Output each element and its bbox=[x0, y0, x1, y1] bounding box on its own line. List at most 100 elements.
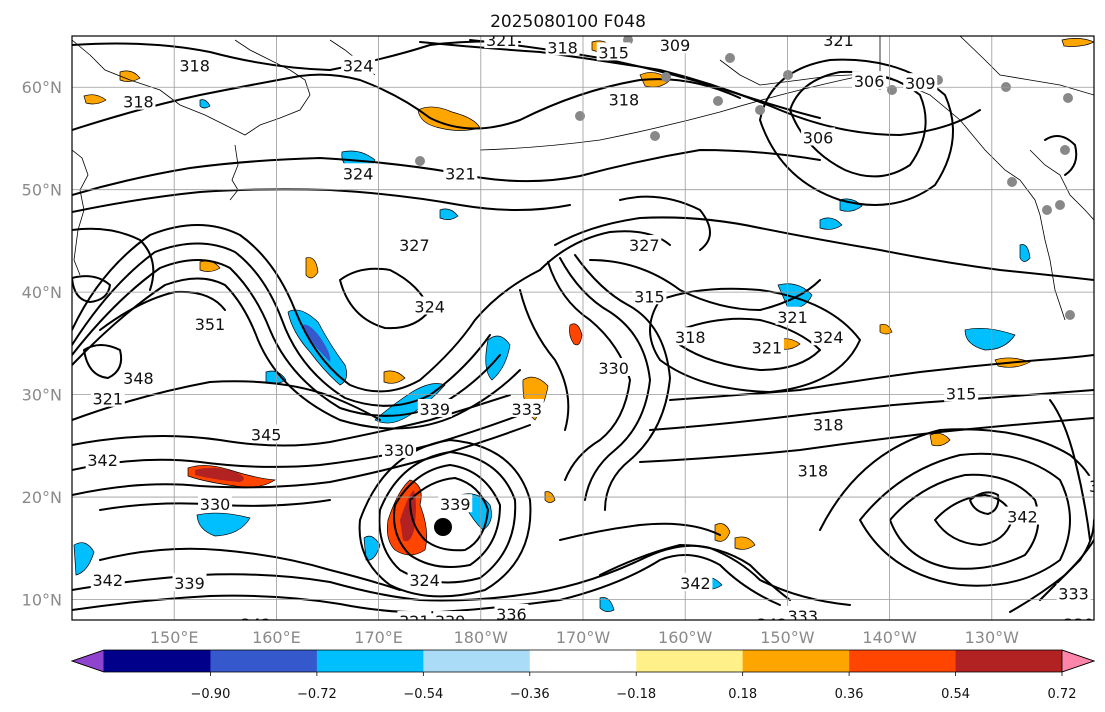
isentropic-contours bbox=[72, 39, 1094, 614]
contour-label: 336 bbox=[496, 605, 527, 624]
lon-tick-label: 180°W bbox=[454, 628, 509, 647]
lon-tick-label: 150°W bbox=[760, 628, 815, 647]
contour-label: 339 bbox=[440, 495, 471, 514]
contour-label: 324 bbox=[813, 328, 844, 347]
colorbar-segment bbox=[210, 650, 318, 672]
lat-tick-label: 60°N bbox=[22, 78, 62, 97]
contour-label: 318 bbox=[798, 461, 829, 480]
graticule bbox=[72, 36, 1094, 620]
contour-label: 345 bbox=[251, 426, 282, 445]
contour-label-bg bbox=[198, 494, 233, 513]
contour-label-bg bbox=[412, 296, 447, 315]
contour-label: 324 bbox=[343, 164, 374, 183]
contour-label-bg bbox=[749, 337, 784, 356]
contour-label: 351 bbox=[195, 315, 226, 334]
contour-label-bg bbox=[341, 55, 376, 74]
contour-label-bg bbox=[1061, 614, 1094, 620]
contour-label-bg bbox=[944, 383, 979, 402]
colorbar-tick-label: −0.90 bbox=[191, 687, 231, 702]
contour-label: 330 bbox=[598, 359, 629, 378]
contour-label: 342 bbox=[1007, 508, 1038, 527]
contour-label-bg bbox=[775, 306, 810, 325]
colorbar-tick-label: 0.72 bbox=[1048, 687, 1077, 702]
contour-label: 342 bbox=[925, 625, 956, 644]
contour-label-bg bbox=[755, 614, 790, 620]
contour-label-bg bbox=[90, 570, 125, 589]
contour-label: 333 bbox=[787, 607, 818, 626]
lon-tick-label: 130°W bbox=[965, 628, 1020, 647]
colorbar: −0.90 −0.72 −0.54 −0.36 −0.18 0.18 0.36 0.54 0.7… bbox=[70, 649, 1096, 702]
contour-label-bg bbox=[172, 573, 207, 592]
contour-label: 330 bbox=[200, 495, 231, 514]
contour-label-bg bbox=[606, 89, 641, 108]
colorbar-segment bbox=[316, 650, 424, 672]
colorbar-tick-label: 0.54 bbox=[941, 687, 970, 702]
contour-label: 339 bbox=[435, 612, 466, 631]
contour-label-bg bbox=[484, 36, 519, 49]
contour-label-bg bbox=[177, 55, 212, 74]
contour-label-bg bbox=[821, 36, 856, 49]
contour-label-bg bbox=[407, 570, 442, 589]
latitude-tick-labels: 60°N 50°N 40°N 30°N 20°N 10°N bbox=[22, 78, 62, 609]
contour-labels: 318 318 324 321 318 315 309 318 321 306 309 306 324 3… bbox=[85, 31, 1094, 644]
colorbar-max-extend bbox=[1061, 649, 1096, 673]
colorbar-segment bbox=[636, 650, 744, 672]
contour-label-bg bbox=[90, 388, 125, 407]
contour-label: 321 bbox=[777, 308, 808, 327]
colorbar-segment bbox=[423, 650, 531, 672]
colorbar-tick-label: 0.36 bbox=[835, 687, 864, 702]
lon-tick-label: 170°W bbox=[556, 628, 611, 647]
contour-label: 318 bbox=[179, 57, 210, 76]
lat-tick-label: 10°N bbox=[22, 591, 62, 610]
contour-label-bg bbox=[433, 611, 468, 620]
contour-label: 321 bbox=[399, 612, 430, 631]
contour-label-bg bbox=[1087, 475, 1094, 494]
contour-label-bg bbox=[417, 398, 452, 417]
colorbar-tick-label: −0.72 bbox=[297, 687, 337, 702]
map-panel: 318 318 324 321 318 315 309 318 321 306 309 306 324 3… bbox=[22, 31, 1095, 647]
contour-label-bg bbox=[1005, 506, 1040, 525]
contour-label-bg bbox=[811, 327, 846, 346]
contour-label: 324 bbox=[409, 571, 440, 590]
contour-label: 330 bbox=[1063, 615, 1094, 634]
colorbar-tick-label: −0.54 bbox=[403, 687, 443, 702]
contour-label: 342 bbox=[241, 615, 272, 634]
contour-label-bg bbox=[249, 424, 284, 443]
contour-label: 330 bbox=[384, 441, 415, 460]
lon-tick-label: 150°E bbox=[150, 628, 199, 647]
colorbar-segment bbox=[529, 650, 637, 672]
longitude-tick-labels: 150°E 160°E 170°E 180°W 170°W 160°W 150°W 140°W… bbox=[150, 628, 1019, 647]
contour-label-bg bbox=[397, 611, 432, 620]
cyclone-center-marker bbox=[434, 518, 452, 536]
contour-label: 321 bbox=[752, 338, 783, 357]
contour-label: 306 bbox=[803, 128, 834, 147]
contour-label: 339 bbox=[420, 400, 451, 419]
contour-label-bg bbox=[192, 313, 227, 332]
contour-label: 318 bbox=[675, 328, 706, 347]
colorbar-tick-label: −0.18 bbox=[616, 687, 656, 702]
lat-tick-label: 30°N bbox=[22, 386, 62, 405]
contour-label-bg bbox=[494, 603, 529, 620]
contour-label: 339 bbox=[174, 574, 205, 593]
contour-label-bg bbox=[903, 73, 938, 92]
contour-label: 318 bbox=[123, 93, 154, 112]
contour-label: 318 bbox=[813, 415, 844, 434]
contour-label-bg bbox=[121, 368, 156, 387]
lon-tick-label: 140°W bbox=[862, 628, 917, 647]
contour-label: 321 bbox=[823, 31, 854, 50]
contour-label-bg bbox=[238, 614, 273, 620]
contour-label: 315 bbox=[598, 43, 629, 62]
contour-label-bg bbox=[678, 573, 713, 592]
contour-label-bg bbox=[632, 286, 667, 305]
lon-tick-label: 160°W bbox=[658, 628, 713, 647]
contour-label: 333 bbox=[1058, 584, 1089, 603]
contour-label: 321 bbox=[92, 390, 123, 409]
colorbar-min-extend bbox=[70, 649, 105, 673]
colorbar-tick-label: 0.18 bbox=[728, 687, 757, 702]
colorbar-segments bbox=[70, 649, 1096, 673]
contour-label: 342 bbox=[680, 574, 711, 593]
contour-label: 333 bbox=[512, 400, 543, 419]
lon-tick-label: 170°E bbox=[354, 628, 403, 647]
contour-label: 315 bbox=[946, 385, 977, 404]
